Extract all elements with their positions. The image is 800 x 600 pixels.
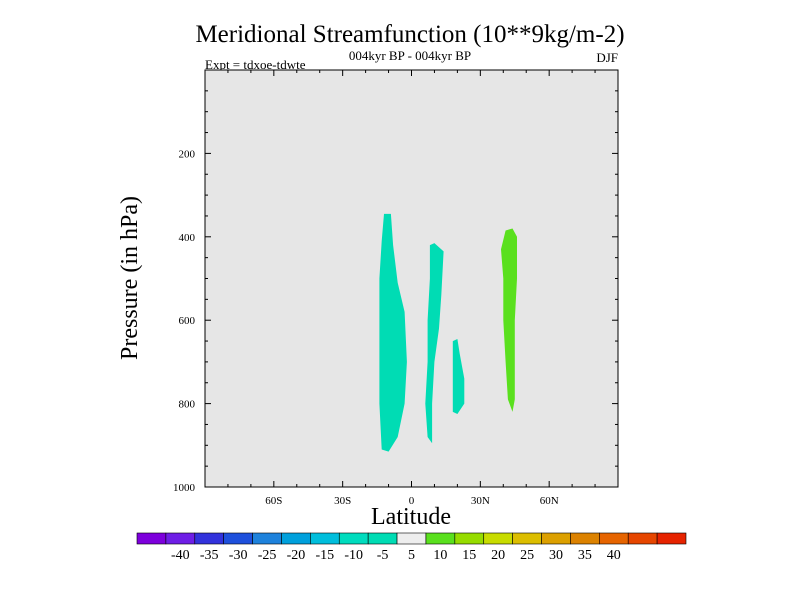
colorbar-label: 30 bbox=[549, 548, 563, 563]
x-axis-label: Latitude bbox=[371, 504, 451, 530]
y-tick-label: 200 bbox=[179, 148, 196, 160]
colorbar-swatch bbox=[165, 532, 196, 545]
x-tick-label: 0 bbox=[409, 495, 415, 507]
colorbar-swatch bbox=[338, 532, 369, 545]
colorbar-label: 25 bbox=[520, 548, 534, 563]
contour-regions bbox=[379, 213, 517, 452]
y-tick-label: 400 bbox=[179, 232, 196, 244]
colorbar-swatch bbox=[599, 532, 629, 545]
season-label: DJF bbox=[596, 50, 618, 65]
colorbar-label: -15 bbox=[315, 548, 334, 563]
contour-region-3 bbox=[452, 339, 465, 414]
colorbar-label: -25 bbox=[258, 548, 277, 563]
experiment-label: Expt = tdxoe-tdwte bbox=[205, 57, 306, 72]
colorbar-swatch bbox=[656, 532, 687, 545]
colorbar-swatch bbox=[570, 532, 600, 545]
x-tick-label: 30S bbox=[334, 495, 351, 507]
colorbar-label: 20 bbox=[491, 548, 505, 563]
y-tick-label: 600 bbox=[179, 315, 196, 327]
colorbar-swatch bbox=[454, 532, 485, 545]
colorbar-label: 35 bbox=[578, 548, 592, 563]
y-axis-label: Pressure (in hPa) bbox=[117, 196, 143, 360]
chart-title: Meridional Streamfunction (10**9kg/m-2) bbox=[195, 21, 624, 48]
colorbar-swatch bbox=[396, 532, 427, 545]
colorbar-label: 15 bbox=[462, 548, 476, 563]
x-tick-label: 30N bbox=[471, 495, 490, 507]
y-tick-label: 1000 bbox=[173, 482, 196, 494]
plot-area bbox=[205, 70, 618, 487]
colorbar-swatch bbox=[425, 532, 456, 545]
y-tick-label: 800 bbox=[179, 399, 196, 411]
colorbar-label: -10 bbox=[344, 548, 363, 563]
chart-subtitle: 004kyr BP - 004kyr BP bbox=[349, 48, 471, 63]
colorbar-swatch bbox=[223, 532, 253, 545]
x-tick-label: 60S bbox=[265, 495, 282, 507]
colorbar-swatch bbox=[281, 532, 311, 545]
colorbar-swatch bbox=[310, 532, 340, 545]
colorbar-label: -35 bbox=[200, 548, 219, 563]
colorbar-label: -30 bbox=[229, 548, 248, 563]
colorbar-swatch bbox=[136, 532, 167, 545]
colorbar-label: -5 bbox=[377, 548, 389, 563]
colorbar-label: -20 bbox=[287, 548, 306, 563]
colorbar-swatch bbox=[194, 532, 224, 545]
colorbar-swatch bbox=[627, 532, 658, 545]
colorbar-swatch bbox=[252, 532, 282, 545]
colorbar-label: 40 bbox=[607, 548, 621, 563]
colorbar-swatch bbox=[367, 532, 398, 545]
contour-region-1 bbox=[379, 213, 407, 452]
colorbar-swatch bbox=[483, 532, 513, 545]
colorbar: -40 -35 -30 -25 -20 -15 -10 -5 5 10 15 20 25 30 35 40 bbox=[136, 532, 687, 563]
x-tick-label: 60N bbox=[540, 495, 559, 507]
colorbar-swatch bbox=[512, 532, 542, 545]
colorbar-label: 10 bbox=[433, 548, 447, 563]
axis-ticks: 60S 30S 0 30N 60N 200 400 600 800 1000 bbox=[173, 69, 619, 507]
contour-region-4 bbox=[501, 228, 517, 412]
colorbar-swatch bbox=[541, 532, 571, 545]
colorbar-label: 5 bbox=[408, 548, 415, 563]
contour-region-2 bbox=[425, 243, 444, 444]
colorbar-label: -40 bbox=[171, 548, 190, 563]
